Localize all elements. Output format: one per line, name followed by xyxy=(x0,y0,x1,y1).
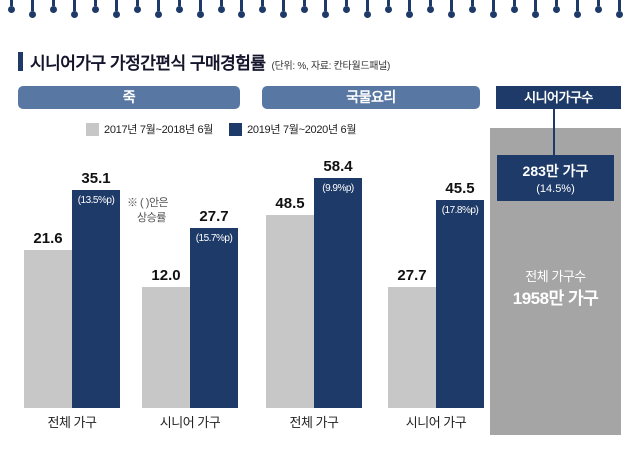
pin-ornament xyxy=(218,0,225,18)
note-line-1: ※ ( )안은 xyxy=(127,197,169,209)
pin-ornament xyxy=(574,0,581,18)
header-callout-line xyxy=(553,109,555,156)
pin-ornament xyxy=(155,0,162,18)
bar-increase-label: (9.9%p) xyxy=(322,183,354,194)
total-households-panel: 283만 가구 (14.5%) 전체 가구수 1958만 가구 xyxy=(490,128,621,435)
bar-soup-all-2017: 48.5 xyxy=(266,195,314,408)
category-label-porridge-all: 전체 가구 xyxy=(47,415,97,430)
pin-ornament xyxy=(50,0,57,18)
increase-rate-note: ※ ( )안은 상승률 xyxy=(127,196,169,226)
senior-households-percent: (14.5%) xyxy=(536,183,575,195)
pin-ornament xyxy=(427,0,434,18)
category-label-soup-all: 전체 가구 xyxy=(289,415,339,430)
legend-item-2017: 2017년 7월~2018년 6월 xyxy=(86,121,213,137)
bar-value: 21.6 xyxy=(33,230,63,247)
pin-ornament xyxy=(490,0,497,18)
total-households-value: 1958만 가구 xyxy=(512,289,599,308)
category-header-porridge: 죽 xyxy=(18,86,240,109)
bar-value: 27.7 xyxy=(397,267,427,284)
pin-ornament xyxy=(364,0,371,18)
unit-source-note: (단위: %, 자료: 칸타월드패널) xyxy=(271,60,391,72)
bar-increase-label: (17.8%p) xyxy=(441,205,479,216)
bar-porridge-all-2017: 21.6 xyxy=(24,230,72,408)
title-row: 시니어가구 가정간편식 구매경험률 (단위: %, 자료: 칸타월드패널) xyxy=(18,49,390,74)
pin-ornament xyxy=(511,0,518,18)
pin-ornament xyxy=(197,0,204,18)
pin-ornament xyxy=(532,0,539,18)
pin-ornament xyxy=(406,0,413,18)
pin-ornament xyxy=(322,0,329,18)
pin-ornament xyxy=(134,0,141,18)
pin-ornament xyxy=(176,0,183,18)
pin-ornament xyxy=(301,0,308,18)
bar-soup-senior-2017: 27.7 xyxy=(388,267,436,408)
category-label-soup-senior: 시니어 가구 xyxy=(405,415,467,430)
bar-increase-label: (13.5%p) xyxy=(77,195,115,206)
senior-households-header: 시니어가구수 xyxy=(496,86,621,109)
legend-label-2017: 2017년 7월~2018년 6월 xyxy=(104,124,214,136)
pin-ornament xyxy=(113,0,120,18)
pin-ornament xyxy=(343,0,350,18)
bar-increase-label: (15.7%p) xyxy=(195,233,233,244)
decorative-pin-border xyxy=(8,0,623,18)
pin-ornament xyxy=(595,0,602,18)
category-label-porridge-senior: 시니어 가구 xyxy=(159,415,221,430)
title-accent-bar xyxy=(18,52,23,71)
legend-swatch-navy xyxy=(229,122,243,136)
legend-item-2019: 2019년 7월~2020년 6월 xyxy=(229,121,356,137)
pin-ornament xyxy=(553,0,560,18)
pin-ornament xyxy=(8,0,15,18)
legend: 2017년 7월~2018년 6월 2019년 7월~2020년 6월 xyxy=(86,121,356,137)
legend-swatch-gray xyxy=(86,122,99,136)
bar-value: 58.4 xyxy=(323,158,353,175)
pin-ornament xyxy=(71,0,78,18)
pin-ornament xyxy=(280,0,287,18)
bar-value: 12.0 xyxy=(151,267,181,284)
page-title: 시니어가구 가정간편식 구매경험률 xyxy=(30,54,266,73)
pin-ornament xyxy=(616,0,623,18)
bar-soup-all-2019: 58.4 (9.9%p) xyxy=(314,158,362,408)
pin-ornament xyxy=(92,0,99,18)
pin-ornament xyxy=(385,0,392,18)
bar-value: 27.7 xyxy=(199,208,229,225)
senior-households-value: 283만 가구 xyxy=(522,163,589,179)
pin-ornament xyxy=(469,0,476,18)
bar-porridge-all-2019: 35.1 (13.5%p) xyxy=(72,170,120,408)
bar-porridge-senior-2017: 12.0 xyxy=(142,267,190,408)
bar-value: 48.5 xyxy=(275,195,305,212)
pin-ornament xyxy=(448,0,455,18)
pin-ornament xyxy=(29,0,36,18)
bar-value: 35.1 xyxy=(81,170,111,187)
category-header-soup: 국물요리 xyxy=(262,86,480,109)
legend-label-2019: 2019년 7월~2020년 6월 xyxy=(247,124,357,136)
senior-households-box: 283만 가구 (14.5%) xyxy=(497,155,614,201)
pin-ornament xyxy=(259,0,266,18)
pin-ornament xyxy=(238,0,245,18)
total-households-label: 전체 가구수 xyxy=(525,269,586,284)
bar-soup-senior-2019: 45.5 (17.8%p) xyxy=(436,180,484,408)
note-line-2: 상승률 xyxy=(137,211,166,224)
bar-value: 45.5 xyxy=(445,180,475,197)
bar-porridge-senior-2019: 27.7 (15.7%p) xyxy=(190,208,238,408)
